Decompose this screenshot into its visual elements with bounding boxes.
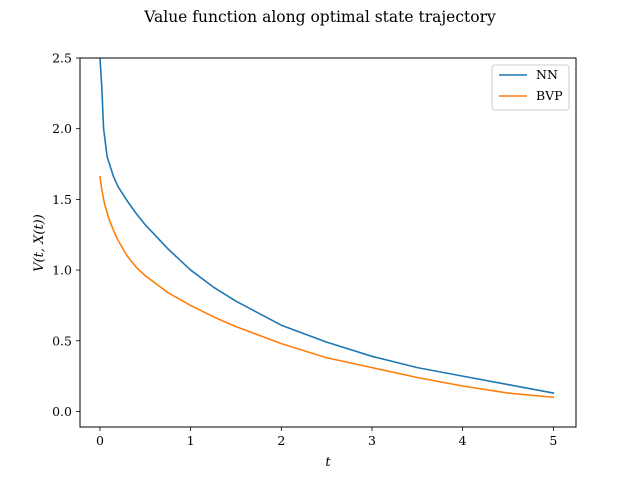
series-line-bvp (99, 175, 555, 399)
y-tick-label: 0.0 (52, 404, 72, 419)
legend: NN BVP (491, 64, 570, 111)
x-axis-label: t (325, 455, 331, 470)
y-tick-label: 1.5 (52, 192, 72, 207)
chart-title: Value function along optimal state traje… (143, 8, 496, 26)
x-tick-label: 4 (459, 433, 467, 448)
x-tick-label: 1 (187, 433, 195, 448)
y-tick-label: 2.5 (52, 51, 72, 66)
series-line-nn (99, 58, 555, 395)
legend-label-nn: NN (536, 67, 558, 82)
y-tick-label: 1.0 (52, 263, 72, 278)
x-tick-label: 2 (277, 433, 285, 448)
y-axis-label: V(t, X(t)) (32, 214, 47, 272)
ticks-layer: 0 1 2 3 4 5 0.0 0.5 1.0 1.5 2.0 2.5 (52, 51, 557, 449)
legend-label-bvp: BVP (536, 88, 563, 103)
y-tick-label: 0.5 (52, 333, 72, 348)
plot-frame (79, 57, 577, 428)
y-tick-label: 2.0 (52, 121, 72, 136)
legend-box (491, 64, 570, 111)
x-tick-label: 0 (96, 433, 104, 448)
series-layer (99, 58, 555, 399)
x-tick-label: 3 (368, 433, 376, 448)
x-tick-label: 5 (549, 433, 557, 448)
